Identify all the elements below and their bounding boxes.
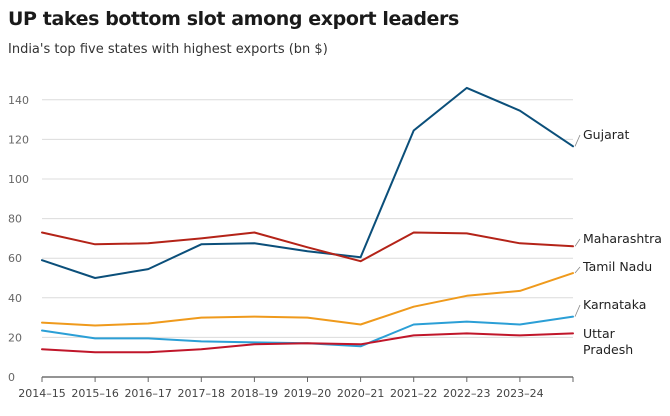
label-leader-maharashtra: [574, 238, 581, 247]
series-line-uttar-pradesh: [41, 332, 574, 354]
y-tick-label: 80: [8, 213, 22, 226]
x-tick-label: 2022–23: [443, 387, 491, 400]
series-line-karnataka: [41, 315, 574, 348]
y-tick-label: 40: [8, 292, 22, 305]
series-label-karnataka: Karnataka: [583, 297, 646, 312]
label-leader-tamil-nadu: [574, 266, 581, 274]
y-tick-label: 60: [8, 252, 22, 265]
x-axis-ticks: 2014–15 2015–16 2016–17 2017–18 2018–19 2019–…: [18, 377, 574, 400]
x-tick-label: 2014–15: [18, 387, 66, 400]
label-leader-karnataka: [574, 304, 581, 317]
series-label-maharashtra: Maharashtra: [583, 231, 662, 246]
x-tick-label: 2016–17: [124, 387, 172, 400]
series-label-gujarat: Gujarat: [583, 127, 630, 142]
series-label-tamil-nadu: Tamil Nadu: [582, 259, 652, 274]
chart-subtitle: India's top five states with highest exp…: [8, 42, 328, 57]
series-labels: Gujarat Maharashtra Tamil Nadu Karnataka Utt…: [574, 127, 662, 357]
x-tick-label: 2023–24: [496, 387, 544, 400]
series-line-gujarat: [41, 86, 574, 279]
x-tick-label: 2015–16: [71, 387, 119, 400]
y-tick-label: 0: [8, 371, 15, 384]
x-tick-label: 2021–22: [390, 387, 438, 400]
x-tick-label: 2019–20: [284, 387, 332, 400]
x-tick-label: 2018–19: [231, 387, 279, 400]
y-tick-label: 140: [8, 94, 29, 107]
y-tick-label: 20: [8, 331, 22, 344]
label-leader-gujarat: [574, 134, 581, 147]
x-tick-label: 2020–21: [337, 387, 385, 400]
chart-title: UP takes bottom slot among export leader…: [8, 8, 459, 30]
x-tick-label: 2017–18: [178, 387, 226, 400]
series-lines: [41, 86, 574, 354]
y-axis-ticks: 0 20 40 60 80 100 120 140: [8, 94, 29, 384]
series-line-tamil-nadu: [41, 272, 574, 327]
y-tick-label: 120: [8, 133, 29, 146]
y-tick-label: 100: [8, 173, 29, 186]
series-label-uttar-pradesh: Uttar Pradesh: [583, 326, 633, 357]
series-line-maharashtra: [41, 231, 574, 263]
